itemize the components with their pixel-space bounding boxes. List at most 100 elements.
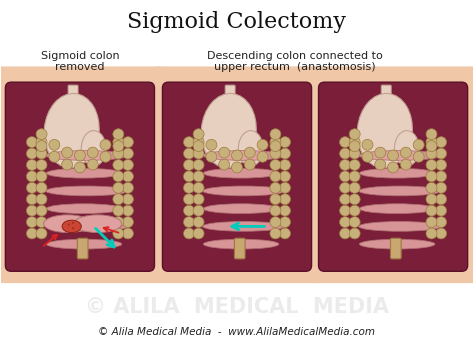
Circle shape (87, 159, 98, 170)
Circle shape (436, 217, 447, 227)
Ellipse shape (44, 215, 91, 233)
Circle shape (183, 228, 194, 239)
Circle shape (219, 159, 230, 170)
Circle shape (36, 141, 47, 152)
Circle shape (436, 182, 447, 193)
Circle shape (122, 171, 133, 182)
FancyBboxPatch shape (77, 238, 88, 259)
Circle shape (257, 151, 268, 162)
Circle shape (436, 148, 447, 159)
Circle shape (362, 151, 373, 162)
Circle shape (36, 205, 47, 216)
Circle shape (426, 148, 437, 159)
Circle shape (36, 148, 47, 159)
Ellipse shape (46, 151, 128, 160)
Circle shape (349, 137, 360, 148)
Circle shape (27, 205, 37, 216)
Circle shape (339, 171, 351, 182)
Circle shape (193, 148, 204, 159)
Circle shape (113, 148, 124, 159)
FancyBboxPatch shape (319, 82, 468, 271)
Circle shape (339, 137, 351, 148)
Circle shape (36, 194, 47, 205)
Circle shape (426, 217, 437, 227)
Circle shape (27, 148, 37, 159)
Ellipse shape (238, 131, 263, 166)
Text: © ALILA  MEDICAL  MEDIA: © ALILA MEDICAL MEDIA (85, 159, 389, 179)
Circle shape (183, 160, 194, 170)
Circle shape (349, 194, 360, 205)
FancyBboxPatch shape (309, 66, 474, 283)
Circle shape (113, 194, 124, 205)
Ellipse shape (44, 93, 99, 168)
Circle shape (413, 139, 424, 150)
Circle shape (27, 171, 37, 182)
Ellipse shape (203, 204, 279, 213)
Circle shape (339, 217, 351, 227)
Circle shape (339, 182, 351, 193)
Circle shape (426, 137, 437, 148)
FancyBboxPatch shape (68, 85, 78, 109)
Circle shape (280, 148, 291, 159)
Circle shape (36, 217, 47, 227)
Circle shape (257, 139, 268, 150)
Circle shape (339, 205, 351, 216)
Circle shape (36, 129, 47, 139)
Circle shape (436, 205, 447, 216)
Ellipse shape (357, 93, 412, 168)
Circle shape (183, 137, 194, 148)
FancyBboxPatch shape (225, 85, 235, 109)
Circle shape (270, 182, 281, 193)
Ellipse shape (359, 186, 441, 196)
Ellipse shape (46, 186, 128, 196)
Circle shape (426, 182, 437, 193)
Circle shape (72, 222, 74, 224)
Circle shape (49, 139, 60, 150)
Circle shape (426, 141, 437, 152)
Circle shape (206, 139, 217, 150)
Circle shape (270, 217, 281, 227)
Ellipse shape (359, 168, 435, 178)
Circle shape (436, 228, 447, 239)
Circle shape (436, 194, 447, 205)
Text: Sigmoid colon
removed: Sigmoid colon removed (41, 51, 119, 72)
Circle shape (280, 194, 291, 205)
Circle shape (183, 148, 194, 159)
Circle shape (280, 171, 291, 182)
Circle shape (339, 194, 351, 205)
Circle shape (270, 160, 281, 170)
Circle shape (426, 129, 437, 139)
Circle shape (49, 151, 60, 162)
Circle shape (36, 160, 47, 170)
Circle shape (193, 171, 204, 182)
Circle shape (27, 228, 37, 239)
Circle shape (122, 217, 133, 227)
Circle shape (113, 141, 124, 152)
Circle shape (388, 162, 399, 173)
Circle shape (36, 228, 47, 239)
Circle shape (339, 148, 351, 159)
Circle shape (270, 228, 281, 239)
Circle shape (349, 160, 360, 170)
FancyBboxPatch shape (381, 85, 391, 109)
Circle shape (436, 171, 447, 182)
Circle shape (362, 139, 373, 150)
Circle shape (193, 182, 204, 193)
Ellipse shape (359, 239, 435, 249)
Circle shape (113, 171, 124, 182)
Circle shape (62, 147, 73, 158)
Circle shape (270, 137, 281, 148)
Circle shape (183, 171, 194, 182)
Ellipse shape (82, 131, 106, 166)
Ellipse shape (359, 151, 441, 160)
Circle shape (401, 159, 411, 170)
Circle shape (68, 224, 70, 226)
Ellipse shape (46, 204, 122, 213)
Ellipse shape (74, 215, 122, 233)
Circle shape (349, 205, 360, 216)
FancyBboxPatch shape (235, 238, 245, 259)
Ellipse shape (62, 220, 82, 233)
Circle shape (339, 160, 351, 170)
Circle shape (27, 182, 37, 193)
Circle shape (270, 129, 281, 139)
